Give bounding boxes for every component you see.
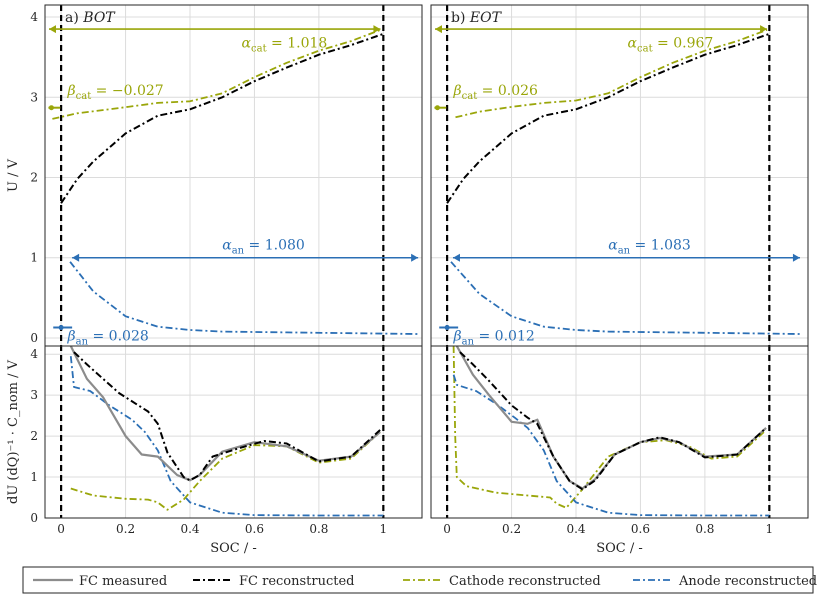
legend-label-fc: FC reconstructed	[239, 574, 355, 589]
x-tick-label: 0.8	[695, 522, 714, 536]
fc-dvdq-line	[73, 351, 381, 482]
anode-voltage-line	[450, 261, 800, 335]
x-tick-label: 0.8	[309, 522, 328, 536]
x-tick-label: 0.4	[180, 522, 199, 536]
y-tick-label-top: 3	[30, 90, 38, 104]
y-tick-label-bottom: 0	[30, 511, 38, 525]
legend: FC measured FC reconstructed Cathode recon…	[22, 566, 817, 594]
alpha-an-arrowhead-left	[72, 253, 80, 262]
y-axis-label-top: U / V	[6, 158, 21, 192]
alpha-cat-label: αcat = 1.018	[242, 36, 328, 55]
x-axis-label: SOC / -	[596, 541, 643, 556]
legend-box	[22, 566, 814, 594]
fc-measured-dvdq-line	[455, 345, 767, 490]
x-tick-label: 0.6	[631, 522, 650, 536]
fc-dvdq-line	[459, 351, 767, 491]
legend-label-anode: Anode reconstructed	[678, 574, 817, 589]
beta-an-marker-dot	[58, 325, 64, 331]
y-tick-label-bottom: 3	[30, 388, 38, 402]
x-tick-label: 0	[57, 522, 65, 536]
y-tick-label-bottom: 1	[30, 470, 38, 484]
beta-an-label: βan = 0.012	[453, 328, 535, 347]
voltage-axes-frame	[44, 4, 423, 347]
cathode-voltage-line	[52, 29, 381, 120]
anode-dvdq-line	[69, 356, 384, 517]
panel-title-bot: a) BOT	[65, 10, 116, 26]
alpha-cat-arrowhead-left	[49, 25, 56, 34]
alpha-an-label: αan = 1.080	[222, 238, 305, 257]
alpha-an-arrowhead-right	[792, 253, 800, 262]
dvdq-axes-frame	[430, 345, 809, 519]
stoichiometry-arrows	[48, 25, 800, 331]
axes-frames	[44, 4, 809, 519]
x-axis-label: SOC / -	[210, 541, 257, 556]
x-tick-label: 1	[766, 522, 774, 536]
legend-label-cathode: Cathode reconstructed	[449, 574, 601, 589]
y-axis-label-bottom: dU (dQ)⁻¹ · C_nom / V	[6, 359, 21, 504]
series-layer	[52, 29, 800, 517]
fc-voltage-line	[446, 32, 770, 204]
anode-dvdq-line	[452, 374, 770, 517]
y-tick-label-top: 0	[30, 331, 38, 345]
beta-cat-label: βcat = 0.026	[453, 83, 538, 102]
beta-cat-marker-dot	[48, 105, 54, 111]
y-tick-label-bottom: 2	[30, 429, 38, 443]
alpha-cat-arrowhead-right	[373, 25, 381, 34]
x-tick-label: 0.4	[566, 522, 585, 536]
beta-an-label: βan = 0.028	[67, 328, 149, 347]
voltage-axes-frame	[430, 4, 809, 347]
fc-voltage-line	[60, 32, 384, 204]
y-tick-label-top: 4	[30, 10, 38, 24]
anode-voltage-line	[69, 261, 419, 335]
legend-label-measured: FC measured	[79, 574, 167, 589]
fc-measured-dvdq-line	[69, 345, 381, 482]
cathode-voltage-line	[455, 29, 768, 119]
y-tick-label-bottom: 4	[30, 347, 38, 361]
text-layer: a) BOT αcat = 1.018 βcat = −0.027 αan = 1.0…	[6, 10, 773, 556]
beta-cat-label: βcat = −0.027	[67, 83, 164, 102]
x-tick-label: 0.6	[245, 522, 264, 536]
alpha-an-arrowhead-right	[411, 253, 419, 262]
beta-an-marker-dot	[444, 325, 450, 331]
beta-cat-marker-dot	[434, 105, 440, 111]
alpha-cat-arrowhead-right	[760, 25, 768, 34]
y-tick-label-top: 2	[30, 171, 38, 185]
alpha-an-arrowhead-left	[452, 253, 460, 262]
x-tick-label: 0.2	[502, 522, 521, 536]
alpha-cat-arrowhead-left	[435, 25, 442, 34]
panel-title-eot: b) EOT	[451, 10, 503, 26]
soc-boundary-lines	[60, 5, 771, 518]
x-tick-label: 1	[380, 522, 388, 536]
y-tick-label-top: 1	[30, 251, 38, 265]
alpha-cat-label: αcat = 0.967	[628, 36, 714, 55]
cathode-dvdq-line	[70, 431, 381, 511]
x-tick-label: 0.2	[116, 522, 135, 536]
cathode-dvdq-line	[452, 345, 767, 509]
dvdq-axes-frame	[44, 345, 423, 519]
x-tick-label: 0	[443, 522, 451, 536]
alpha-an-label: αan = 1.083	[608, 238, 691, 257]
